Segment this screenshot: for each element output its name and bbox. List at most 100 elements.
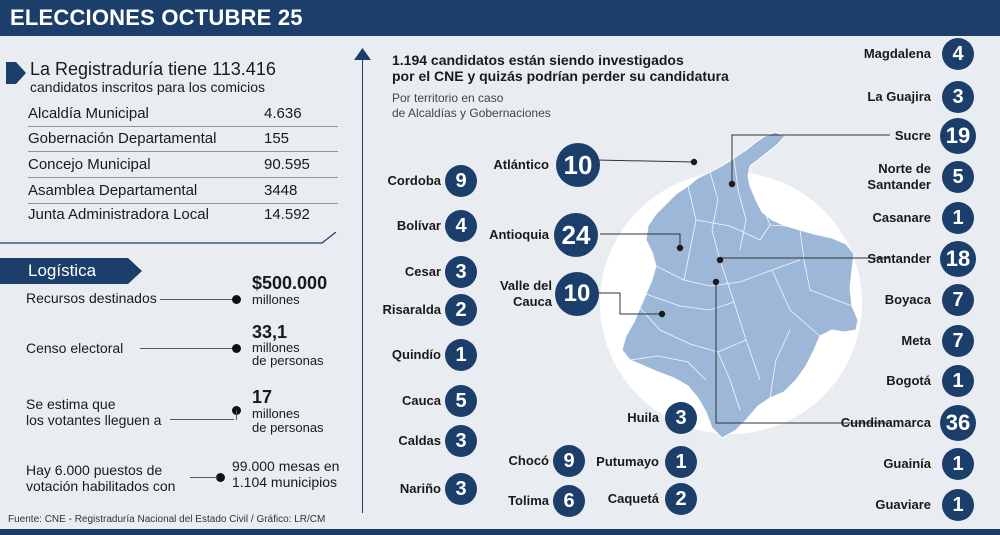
logistica-label: Se estima que xyxy=(26,396,116,412)
count-badge: 2 xyxy=(445,294,477,326)
logistica-unit: millones xyxy=(252,406,300,421)
logistica-label: los votantes lleguen a xyxy=(26,412,162,428)
department-label: Caquetá xyxy=(607,491,659,506)
cne-subtitle: de Alcaldías y Gobernaciones xyxy=(392,106,551,120)
logistica-value: 99.000 mesas en xyxy=(232,458,340,474)
leader-line xyxy=(236,410,237,420)
logistica-value: $500.000 xyxy=(252,273,328,293)
count-badge: 1 xyxy=(665,446,697,478)
cne-title: por el CNE y quizás podrían perder su ca… xyxy=(392,68,729,84)
section-divider xyxy=(0,232,337,244)
column-divider xyxy=(362,58,363,513)
logistica-label: Censo electoral xyxy=(26,340,124,356)
count-badge: 3 xyxy=(445,473,477,505)
connector-lines xyxy=(592,134,890,424)
department-name-line: Valle del xyxy=(499,278,552,293)
department-label: Risaralda xyxy=(382,302,441,317)
row-value: 90.595 xyxy=(264,156,310,173)
department-label: Huila xyxy=(627,410,659,425)
row-label: Junta Administradora Local xyxy=(28,206,209,223)
department-label: Magdalena xyxy=(863,46,931,61)
count-badge: 3 xyxy=(665,402,697,434)
leader-dot xyxy=(232,344,241,353)
department-name-line: Santander xyxy=(867,177,931,192)
logistica-unit: de personas xyxy=(252,353,324,368)
count-badge: 24 xyxy=(554,213,598,257)
row-value: 3448 xyxy=(264,182,298,199)
cne-subtitle: Por territorio en caso xyxy=(392,91,504,105)
leader-dot xyxy=(232,295,241,304)
department-label: Sucre xyxy=(894,128,931,143)
page-title: ELECCIONES OCTUBRE 25 xyxy=(10,5,303,30)
registraduria-title: La Registraduría tiene 113.416 xyxy=(30,59,276,79)
leader-line xyxy=(170,419,234,420)
department-name-line: Cauca xyxy=(512,294,552,309)
count-badge: 1 xyxy=(445,339,477,371)
department-label: Casanare xyxy=(872,210,931,225)
logistica-title: Logística xyxy=(28,261,97,280)
logistica-unit: millones xyxy=(252,292,300,307)
count-badge: 3 xyxy=(942,81,974,113)
department-label: Norte de Santander xyxy=(867,161,931,193)
section-marker-icon xyxy=(6,62,26,84)
source-note: Fuente: CNE - Registraduría Nacional del… xyxy=(8,514,326,525)
count-badge: 1 xyxy=(942,365,974,397)
count-badge: 2 xyxy=(665,483,697,515)
header-bar xyxy=(0,0,1000,36)
row-label: Asamblea Departamental xyxy=(28,182,198,199)
leader-line xyxy=(190,477,218,478)
leader-line xyxy=(140,348,234,349)
count-badge: 7 xyxy=(942,325,974,357)
count-badge: 3 xyxy=(445,256,477,288)
department-name-line: Norte de xyxy=(878,161,931,176)
department-label: Boyaca xyxy=(884,292,931,307)
count-badge: 9 xyxy=(553,445,585,477)
leader-dot xyxy=(216,473,225,482)
department-label: Meta xyxy=(901,333,931,348)
department-label: Guaviare xyxy=(875,497,931,512)
count-badge: 18 xyxy=(940,241,976,277)
logistica-banner xyxy=(0,258,142,284)
table-row: Concejo Municipal 90.595 xyxy=(28,153,338,178)
count-badge: 10 xyxy=(556,143,600,187)
logistica-value: 17 xyxy=(252,387,273,407)
department-label: Santander xyxy=(867,251,931,266)
department-label: Cordoba xyxy=(387,173,441,188)
row-label: Alcaldía Municipal xyxy=(28,105,149,122)
count-badge: 9 xyxy=(445,165,477,197)
count-badge: 6 xyxy=(553,485,585,517)
department-label: Putumayo xyxy=(596,454,659,469)
logistica-label: Hay 6.000 puestos de xyxy=(26,462,163,478)
logistica-value: 1.104 municipios xyxy=(232,474,338,490)
department-label: Bogotá xyxy=(886,373,931,388)
logistica-label: votación habilitados con xyxy=(26,478,176,494)
department-label: Antioquia xyxy=(489,227,549,242)
department-label: Cundinamarca xyxy=(840,415,931,430)
department-label: Bolívar xyxy=(396,218,441,233)
row-label: Gobernación Departamental xyxy=(28,130,217,147)
count-badge: 4 xyxy=(942,38,974,70)
count-badge: 19 xyxy=(940,118,976,154)
row-value: 4.636 xyxy=(264,105,302,122)
count-badge: 36 xyxy=(940,405,976,441)
department-label: Caldas xyxy=(398,433,441,448)
department-label: Cesar xyxy=(404,264,441,279)
department-label: Chocó xyxy=(508,453,549,468)
cne-title: 1.194 candidatos están siendo investigad… xyxy=(392,52,684,68)
count-badge: 7 xyxy=(942,284,974,316)
row-value: 155 xyxy=(264,130,290,147)
department-label: Cauca xyxy=(401,393,441,408)
count-badge: 1 xyxy=(942,448,974,480)
table-row: Junta Administradora Local 14.592 xyxy=(28,203,338,227)
count-badge: 5 xyxy=(942,161,974,193)
divider-arrow-icon xyxy=(354,48,371,60)
colombia-map xyxy=(621,131,859,439)
department-label: Nariño xyxy=(399,481,441,496)
count-badge: 10 xyxy=(555,272,599,316)
row-label: Concejo Municipal xyxy=(28,156,151,173)
table-row: Asamblea Departamental 3448 xyxy=(28,179,338,204)
row-value: 14.592 xyxy=(264,206,310,223)
registraduria-subtitle: candidatos inscritos para los comicios xyxy=(30,79,265,95)
count-badge: 1 xyxy=(942,489,974,521)
logistica-value: 33,1 xyxy=(252,322,288,342)
